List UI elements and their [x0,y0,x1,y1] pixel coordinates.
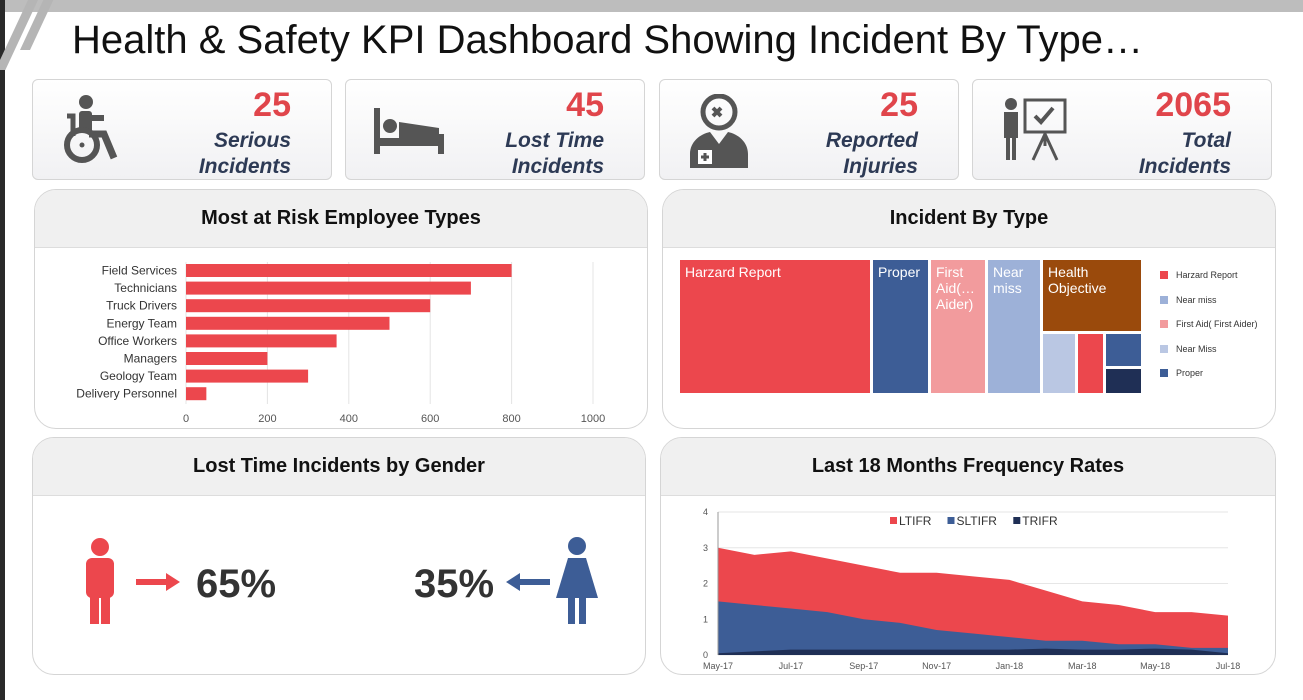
x-tick-label: 800 [502,413,520,425]
legend-swatch [1160,295,1168,304]
x-tick-label: Mar-18 [1068,661,1097,671]
legend-label: SLTIFR [957,514,998,528]
area-series-sltifr [718,601,1228,655]
kpi-total-incidents: 2065 Total Incidents [972,79,1272,180]
kpi-value: 25 [253,86,291,124]
treemap-cell[interactable]: Proper [873,260,928,393]
legend-swatch [1160,271,1168,279]
treemap-cell[interactable] [1043,334,1075,393]
category-label: Energy Team [107,316,177,330]
panel-title: Lost Time Incidents by Gender [33,438,645,496]
category-label: Field Services [102,264,177,278]
bar [186,316,390,330]
panel-title: Last 18 Months Frequency Rates [661,438,1275,496]
kpi-value: 2065 [1155,86,1231,124]
kpi-label: Reported Injuries [825,129,918,178]
female-percentage: 35% [414,562,495,606]
legend-label: Near Miss [1176,343,1217,354]
treemap-cell[interactable]: Harzard Report [680,260,870,393]
treemap-cell[interactable]: Near miss [988,260,1040,393]
legend-label: Near miss [1176,294,1217,305]
legend-label: First Aid( First Aider) [1176,319,1258,329]
arrow-left-icon [506,573,550,591]
x-tick-label: Jul-17 [779,661,804,671]
legend-item: Harzard Report [1160,270,1238,280]
x-tick-label: Nov-17 [922,661,951,671]
x-tick-label: May-18 [1140,661,1170,671]
legend-swatch [947,517,955,524]
category-label: Geology Team [100,369,177,383]
bar [186,352,268,365]
bar [186,264,512,277]
kpi-serious-incidents: 25 Serious Incidents [32,79,332,180]
kpi-value: 25 [880,86,918,124]
legend-label: Harzard Report [1176,270,1238,280]
male-percentage: 65% [196,562,277,606]
area-series-trifr [718,648,1228,655]
treemap-cell[interactable] [1106,369,1141,393]
y-tick-label: 0 [703,650,708,660]
x-tick-label: 600 [421,413,439,425]
arrow-right-icon [136,573,180,591]
treemap-cell[interactable]: Health Objective [1043,260,1141,331]
treemap-cell[interactable] [1106,334,1141,366]
legend-label: TRIFR [1022,514,1058,528]
kpi-label: Total Incidents [1138,129,1231,178]
kpi-lost-time-incidents: 45 Lost Time Incidents [345,79,645,180]
legend-swatch [890,517,897,524]
bar [186,387,207,401]
doctor-icon [690,94,748,168]
legend-label: Proper [1176,368,1204,378]
x-tick-label: Jul-18 [1216,661,1241,671]
kpi-label: Serious Incidents [198,129,291,178]
bar [186,369,309,383]
y-tick-label: 2 [703,579,708,589]
y-tick-label: 4 [703,507,708,517]
bar [186,281,471,295]
category-label: Office Workers [98,334,177,348]
bar [186,299,431,313]
legend-item: Near Miss [1160,344,1217,354]
panel-title: Most at Risk Employee Types [35,190,647,248]
y-tick-label: 3 [703,543,708,553]
category-label: Truck Drivers [106,299,177,313]
category-label: Technicians [114,281,177,295]
x-tick-label: 1000 [581,413,605,425]
legend-item: Proper [1160,368,1203,378]
kpi-reported-injuries: 25 Reported Injuries [659,79,959,180]
x-tick-label: Sep-17 [849,661,878,671]
legend-swatch [1013,517,1021,524]
legend-swatch [1160,320,1168,328]
female-icon [556,537,598,624]
y-tick-label: 1 [703,614,708,624]
panel-title: Incident By Type [663,190,1275,248]
top-bar [0,0,1303,12]
legend-label: LTIFR [899,514,932,528]
risk-bar-chart: 0 200 400 600 800 1000 Field Services Technicia… [76,262,605,425]
bed-icon [374,108,444,154]
legend-item: Near miss [1160,295,1217,305]
wheelchair-icon [64,95,118,163]
bar [186,334,337,348]
x-tick-label: 400 [340,413,358,425]
legend-swatch [1160,369,1168,377]
page-title: Health & Safety KPI Dashboard Showing In… [72,18,1143,62]
x-tick-label: 200 [258,413,276,425]
panel-gender: Lost Time Incidents by Gender [32,437,646,675]
presentation-icon [1004,98,1067,161]
legend-item: First Aid( First Aider) [1160,319,1258,329]
x-tick-label: May-17 [703,661,733,671]
kpi-value: 45 [566,86,604,124]
category-label: Delivery Personnel [76,387,177,401]
treemap-cell[interactable]: First Aid(… Aider) [931,260,985,393]
left-edge [0,0,5,700]
category-label: Managers [124,352,177,366]
legend-swatch [1160,344,1168,353]
treemap-cell[interactable] [1078,334,1103,393]
x-tick-label: 0 [183,413,189,425]
kpi-label: Lost Time Incidents [505,129,604,178]
male-icon [86,538,114,624]
x-tick-label: Jan-18 [996,661,1024,671]
